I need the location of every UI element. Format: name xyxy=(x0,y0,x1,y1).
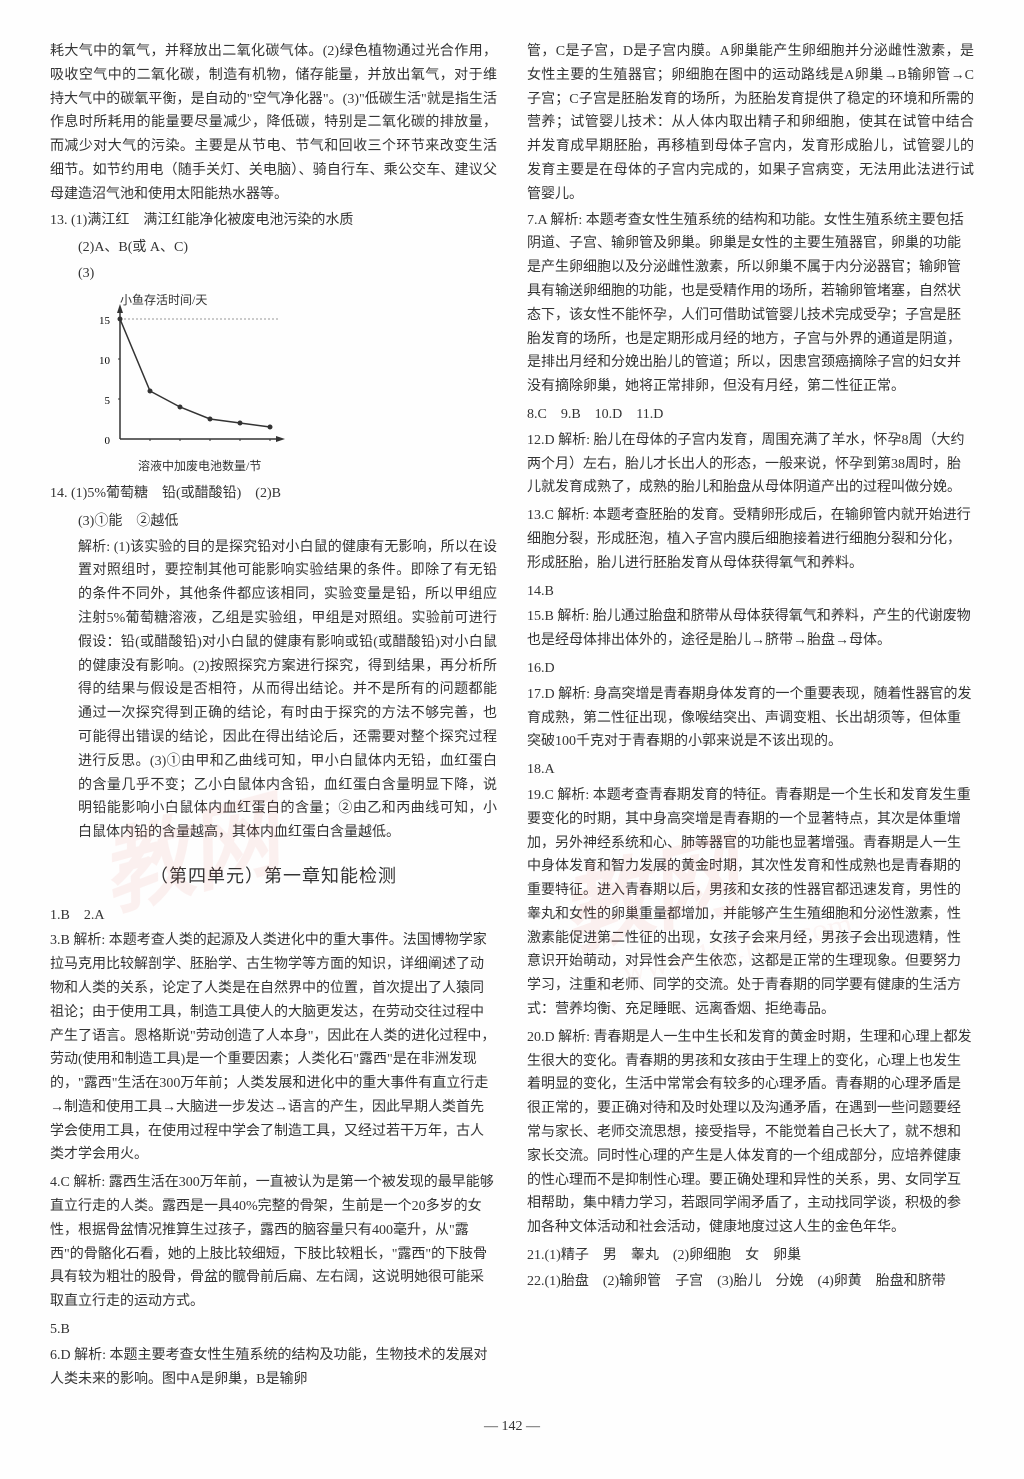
q17r-label: 17.D xyxy=(527,687,555,702)
q4-label: 4.C xyxy=(50,1175,70,1190)
q14-part1: (1)5%葡萄糖 铅(或醋酸铅) (2)B xyxy=(71,486,281,501)
chart-x-label: 溶液中加废电池数量/节 xyxy=(138,456,261,476)
question-13r: 13.C 解析: 本题考查胚胎的发育。受精卵形成后，在输卵管内就开始进行细胞分裂… xyxy=(527,504,974,575)
question-19r: 19.C 解析: 本题考查青春期发育的特征。青春期是一个生长和发育发生重要变化的… xyxy=(527,784,974,1022)
q4-analysis-label: 解析: xyxy=(73,1175,105,1190)
chart-y-label: 小鱼存活时间/天 xyxy=(120,290,207,310)
q13-part1: (1)满江红 满江红能净化被废电池污染的水质 xyxy=(71,213,353,228)
question-20r: 20.D 解析: 青春期是人一生中生长和发育的黄金时期，生理和心理上都发生很大的… xyxy=(527,1026,974,1240)
q6-analysis: 本题主要考查女性生殖系统的结构及功能，生物技术的发展对人类未来的影响。图中A是卵… xyxy=(50,1348,488,1387)
answer-18r: 18.A xyxy=(527,758,974,782)
q3-label: 3.B xyxy=(50,933,70,948)
q7-analysis: 本题考查女性生殖系统的结构和功能。女性生殖系统主要包括阴道、子宫、输卵管及卵巢。… xyxy=(527,213,964,395)
answer-14r: 14.B xyxy=(527,580,974,604)
question-17r: 17.D 解析: 身高突增是青春期身体发育的一个重要表现，随着性器官的发育成熟，… xyxy=(527,683,974,754)
q14-analysis-text: (1)该实验的目的是探究铅对小白鼠的健康有无影响，所以在设置对照组时，要控制其他… xyxy=(78,540,497,841)
q12-label: 12.D xyxy=(527,433,555,448)
q13r-analysis: 本题考查胚胎的发育。受精卵形成后，在输卵管内就开始进行细胞分裂，形成胚泡，植入子… xyxy=(527,508,971,571)
question-7: 7.A 解析: 本题考查女性生殖系统的结构和功能。女性生殖系统主要包括阴道、子宫… xyxy=(527,209,974,399)
answer-22r: 22.(1)胎盘 (2)输卵管 子宫 (3)胎儿 分娩 (4)卵黄 胎盘和脐带 xyxy=(527,1270,974,1294)
q6-analysis-label: 解析: xyxy=(74,1348,106,1363)
svg-text:15: 15 xyxy=(99,315,111,327)
page-number: — 142 — xyxy=(50,1415,974,1439)
q17r-analysis-label: 解析: xyxy=(558,687,590,702)
q13r-analysis-label: 解析: xyxy=(557,508,589,523)
survival-chart: 小鱼存活时间/天 0 5 10 15 xyxy=(90,294,290,474)
answers-8-11: 8.C 9.B 10.D 11.D xyxy=(527,403,974,427)
q3-analysis-label: 解析: xyxy=(73,933,105,948)
q7-analysis-label: 解析: xyxy=(550,213,582,228)
answer-21r: 21.(1)精子 男 睾丸 (2)卵细胞 女 卵巢 xyxy=(527,1244,974,1268)
answer-5: 5.B xyxy=(50,1318,497,1342)
q4-analysis: 露西生活在300万年前，一直被认为是第一个被发现的最早能够直立行走的人类。露西是… xyxy=(50,1175,494,1309)
q20r-analysis-label: 解析: xyxy=(558,1030,590,1045)
q20r-label: 20.D xyxy=(527,1030,555,1045)
chart-svg: 0 5 10 15 xyxy=(90,294,290,474)
question-3: 3.B 解析: 本题考查人类的起源及人类进化中的重大事件。法国博物学家拉马克用比… xyxy=(50,929,497,1167)
question-4: 4.C 解析: 露西生活在300万年前，一直被认为是第一个被发现的最早能够直立行… xyxy=(50,1171,497,1314)
q19r-analysis-label: 解析: xyxy=(557,788,589,803)
q3-analysis: 本题考查人类的起源及人类进化中的重大事件。法国博物学家拉马克用比较解剖学、胚胎学… xyxy=(50,933,495,1162)
page-container: 耗大气中的氧气，并释放出二氧化碳气体。(2)绿色植物通过光合作用，吸收空气中的二… xyxy=(50,40,974,1395)
svg-text:5: 5 xyxy=(105,395,111,407)
answer-16r: 16.D xyxy=(527,657,974,681)
q6-label: 6.D xyxy=(50,1348,71,1363)
section-title: （第四单元）第一章知能检测 xyxy=(50,861,497,892)
continuation-text: 管，C是子宫，D是子宫内膜。A卵巢能产生卵细胞并分泌雌性激素，是女性主要的生殖器… xyxy=(527,40,974,207)
q12-analysis-label: 解析: xyxy=(558,433,590,448)
answers-1-2: 1.B 2.A xyxy=(50,904,497,928)
q14-part2: (3)①能 ②越低 xyxy=(50,510,497,534)
q15r-label: 15.B xyxy=(527,609,554,624)
q7-label: 7.A xyxy=(527,213,547,228)
q13-label: 13. xyxy=(50,213,68,228)
svg-text:0: 0 xyxy=(105,435,111,447)
q17r-analysis: 身高突增是青春期身体发育的一个重要表现，随着性器官的发育成熟，第二性征出现，像喉… xyxy=(527,687,972,750)
intro-paragraph: 耗大气中的氧气，并释放出二氧化碳气体。(2)绿色植物通过光合作用，吸收空气中的二… xyxy=(50,40,497,207)
question-6: 6.D 解析: 本题主要考查女性生殖系统的结构及功能，生物技术的发展对人类未来的… xyxy=(50,1344,497,1392)
q14-label: 14. xyxy=(50,486,68,501)
svg-text:10: 10 xyxy=(99,355,111,367)
q20r-analysis: 青春期是人一生中生长和发育的黄金时期，生理和心理上都发生很大的变化。青春期的男孩… xyxy=(527,1030,972,1235)
question-12: 12.D 解析: 胎儿在母体的子宫内发育，周围充满了羊水，怀孕8周（大约两个月）… xyxy=(527,429,974,500)
left-column: 耗大气中的氧气，并释放出二氧化碳气体。(2)绿色植物通过光合作用，吸收空气中的二… xyxy=(50,40,497,1395)
question-13: 13. (1)满江红 满江红能净化被废电池污染的水质 xyxy=(50,209,497,233)
q15r-analysis-label: 解析: xyxy=(557,609,589,624)
q15r-analysis: 胎儿通过胎盘和脐带从母体获得氧气和养料，产生的代谢废物也是经母体排出体外的，途径… xyxy=(527,609,971,648)
question-14: 14. (1)5%葡萄糖 铅(或醋酸铅) (2)B xyxy=(50,482,497,506)
q19r-label: 19.C xyxy=(527,788,554,803)
q14-analysis-label: 解析: xyxy=(78,540,110,555)
q12-analysis: 胎儿在母体的子宫内发育，周围充满了羊水，怀孕8周（大约两个月）左右，胎儿才长出人… xyxy=(527,433,965,496)
q13r-label: 13.C xyxy=(527,508,554,523)
right-column: 管，C是子宫，D是子宫内膜。A卵巢能产生卵细胞并分泌雌性激素，是女性主要的生殖器… xyxy=(527,40,974,1395)
q13-part2: (2)A、B(或 A、C) xyxy=(50,236,497,260)
q19r-analysis: 本题考查青春期发育的特征。青春期是一个生长和发育发生重要变化的时期，其中身高突增… xyxy=(527,788,971,1017)
q13-part3: (3) xyxy=(50,262,497,286)
question-15r: 15.B 解析: 胎儿通过胎盘和脐带从母体获得氧气和养料，产生的代谢废物也是经母… xyxy=(527,605,974,653)
q14-analysis: 解析: (1)该实验的目的是探究铅对小白鼠的健康有无影响，所以在设置对照组时，要… xyxy=(50,536,497,845)
